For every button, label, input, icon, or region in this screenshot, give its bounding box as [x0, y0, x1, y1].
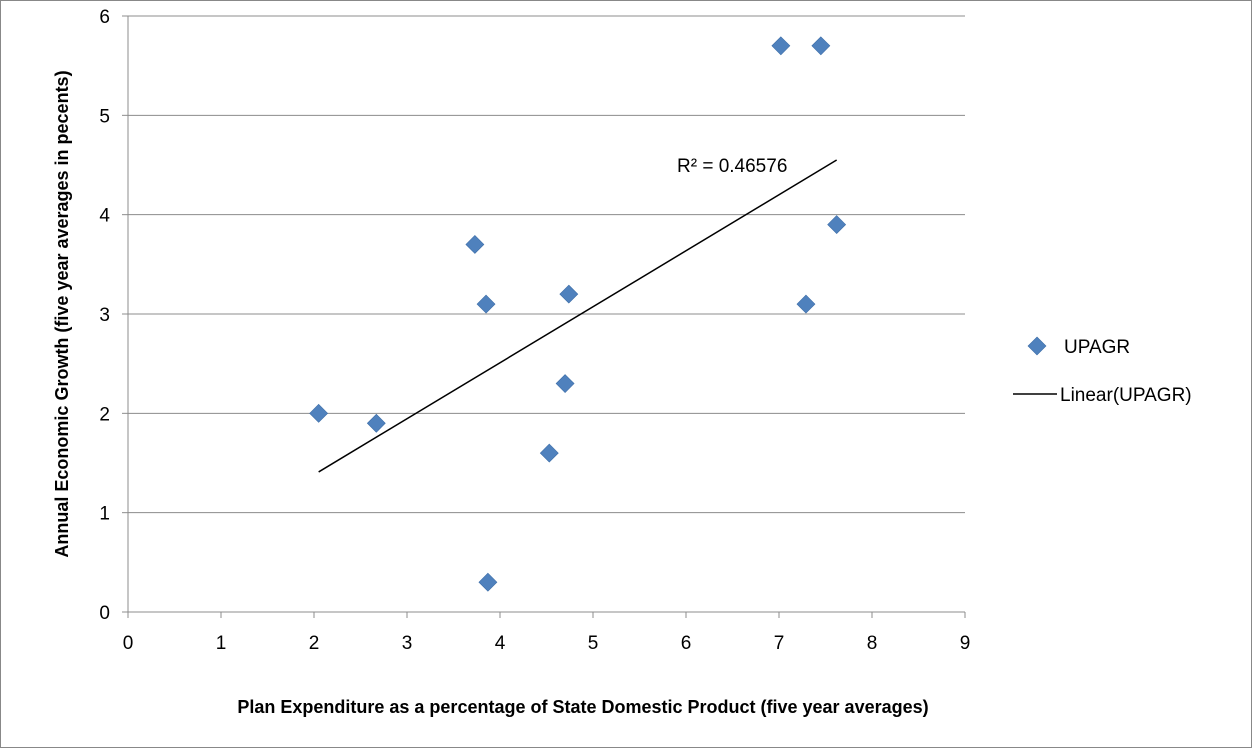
legend-marker-upagr — [1027, 336, 1047, 356]
x-tick-label: 1 — [216, 633, 227, 654]
y-axis-title: Annual Economic Growth (five year averag… — [52, 70, 72, 557]
x-tick-label: 5 — [588, 633, 599, 654]
data-point — [478, 572, 498, 592]
data-point — [555, 374, 575, 393]
data-point — [465, 235, 485, 254]
x-tick-label: 9 — [960, 633, 971, 654]
y-tick-label: 3 — [99, 305, 110, 326]
y-tick-label: 2 — [99, 404, 110, 425]
x-tick-label: 6 — [681, 633, 692, 654]
data-point — [539, 443, 559, 463]
trendline-group — [318, 159, 838, 473]
x-tick-label: 3 — [402, 633, 413, 654]
y-tick-label: 4 — [99, 206, 110, 227]
x-tick-label: 8 — [867, 633, 878, 654]
y-tick-label: 5 — [99, 106, 110, 127]
data-point — [827, 215, 847, 235]
x-tick-label: 4 — [495, 633, 506, 654]
data-point — [559, 284, 579, 304]
legend: UPAGR Linear(UPAGR) — [1013, 336, 1192, 406]
trendline-linear-upagr — [318, 159, 838, 473]
r-squared-label: R² = 0.46576 — [677, 156, 787, 177]
y-tick-label: 1 — [99, 504, 110, 525]
legend-diamond-icon — [1027, 336, 1047, 356]
grid-lines — [128, 15, 965, 514]
x-tick-label: 7 — [774, 633, 785, 654]
data-point — [476, 294, 496, 314]
x-tick-label: 0 — [123, 633, 134, 654]
y-tick-label: 6 — [99, 7, 110, 28]
y-tick-labels: 0 1 2 3 4 5 6 — [99, 7, 110, 624]
data-point — [811, 36, 831, 56]
axes — [122, 15, 966, 618]
x-axis-title: Plan Expenditure as a percentage of Stat… — [237, 697, 928, 717]
data-points — [309, 36, 847, 592]
data-point — [366, 413, 386, 433]
data-point — [771, 36, 791, 56]
data-point — [796, 294, 816, 314]
legend-label-linear: Linear(UPAGR) — [1060, 385, 1192, 406]
x-tick-labels: 0 1 2 3 4 5 6 7 8 9 — [123, 633, 971, 654]
data-point — [309, 403, 329, 423]
x-tick-label: 2 — [309, 633, 320, 654]
y-tick-label: 0 — [99, 603, 110, 624]
legend-label-upagr: UPAGR — [1064, 337, 1130, 358]
